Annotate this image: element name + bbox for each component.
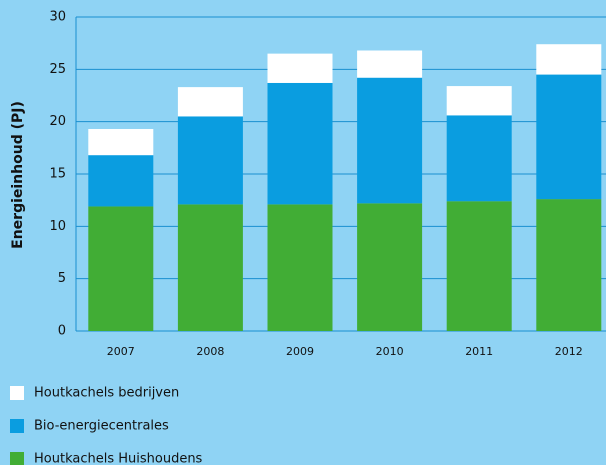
x-tick-label: 2012 xyxy=(555,345,583,358)
x-tick-label: 2011 xyxy=(465,345,493,358)
bar-segment xyxy=(536,74,602,200)
legend-label: Houtkachels bedrijven xyxy=(34,386,179,401)
legend-label: Bio-energiecentrales xyxy=(34,419,169,434)
bar-segment xyxy=(267,204,333,331)
x-tick-label: 2009 xyxy=(286,345,314,358)
bar-segment xyxy=(446,86,512,116)
bar-segment xyxy=(357,77,423,204)
y-tick-label: 25 xyxy=(49,62,66,77)
legend-swatch xyxy=(10,386,24,400)
bar-segment xyxy=(446,115,512,202)
y-tick-label: 20 xyxy=(49,114,66,129)
bar-segment xyxy=(88,155,154,207)
x-tick-label: 2007 xyxy=(107,345,135,358)
bar-segment xyxy=(357,50,423,78)
y-tick-label: 10 xyxy=(49,219,66,234)
bar-segment xyxy=(357,203,423,331)
y-tick-label: 0 xyxy=(58,324,66,339)
bar-segment xyxy=(177,116,243,205)
x-tick-label: 2008 xyxy=(196,345,224,358)
y-axis-label: Energieinhoud (PJ) xyxy=(10,101,26,249)
legend-swatch xyxy=(10,419,24,433)
x-tick-label: 2010 xyxy=(376,345,404,358)
bar-segment xyxy=(446,201,512,331)
y-tick-label: 15 xyxy=(49,167,66,182)
bar-segment xyxy=(536,199,602,331)
legend-label: Houtkachels Huishoudens xyxy=(34,452,203,465)
legend-swatch xyxy=(10,452,24,465)
y-tick-label: 5 xyxy=(58,271,66,286)
bar-segment xyxy=(267,53,333,83)
bar-segment xyxy=(536,44,602,75)
bar-segment xyxy=(88,206,154,331)
bar-segment xyxy=(177,87,243,117)
y-tick-label: 30 xyxy=(49,10,66,25)
bar-segment xyxy=(88,128,154,156)
bar-segment xyxy=(267,82,333,205)
bar-segment xyxy=(177,204,243,331)
